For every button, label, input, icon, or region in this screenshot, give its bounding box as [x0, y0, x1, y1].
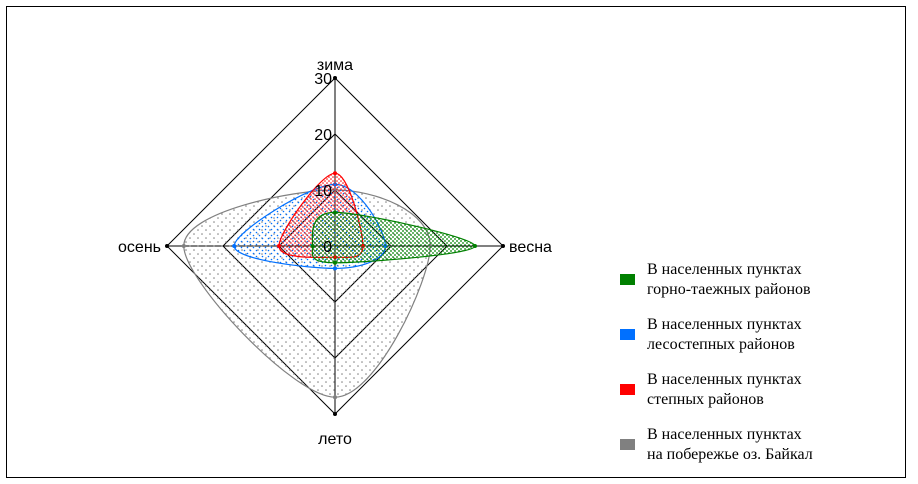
series-point	[333, 260, 337, 265]
series-point	[277, 244, 281, 248]
legend-label: В населенных пунктах лесостепных районов	[647, 315, 802, 355]
legend-item: В населенных пунктах на побережье оз. Бай…	[620, 417, 910, 472]
legend-label: В населенных пунктах степных районов	[647, 370, 802, 410]
axis-end-marker	[333, 76, 337, 80]
series-area-1	[311, 211, 476, 264]
legend-label-line: В населенных пунктах	[647, 315, 802, 333]
series-point	[232, 244, 237, 248]
tick-label: 30	[314, 71, 332, 88]
legend-label: В населенных пунктах на побережье оз. Бай…	[647, 425, 813, 465]
legend-swatch	[620, 274, 635, 285]
axis-label: зима	[317, 57, 353, 74]
series-layer	[181, 171, 477, 400]
series-point	[333, 395, 337, 400]
series-point	[333, 171, 337, 176]
legend-label: В населенных пунктах горно-таежных районо…	[647, 260, 811, 300]
legend-label-line: лесостепных районов	[647, 335, 795, 353]
tick-label: 20	[314, 127, 332, 144]
legend-swatch	[620, 384, 635, 395]
legend-item: В населенных пунктах лесостепных районов	[620, 307, 910, 362]
legend: В населенных пунктах горно-таежных районо…	[620, 252, 910, 472]
series-point	[333, 266, 337, 271]
legend-label-line: В населенных пунктах	[647, 260, 802, 278]
legend-swatch	[620, 329, 635, 340]
axis-end-marker	[333, 412, 337, 416]
legend-label-line: В населенных пунктах	[647, 370, 802, 388]
series-point	[181, 244, 186, 248]
tick-label: 0	[323, 239, 332, 256]
series-point	[473, 244, 477, 248]
legend-item: В населенных пунктах горно-таежных районо…	[620, 252, 910, 307]
axis-end-marker	[501, 244, 505, 248]
series-point	[310, 244, 315, 248]
legend-label-line: степных районов	[647, 390, 764, 408]
axis-labels: зима весна лето осень	[118, 57, 552, 448]
tick-label: 10	[314, 183, 332, 200]
axis-label: лето	[318, 431, 352, 448]
legend-label-line: В населенных пунктах	[647, 425, 802, 443]
legend-swatch	[620, 439, 635, 450]
legend-label-line: на побережье оз. Байкал	[647, 445, 813, 463]
axis-label: весна	[509, 239, 552, 256]
legend-item: В населенных пунктах степных районов	[620, 362, 910, 417]
tick-labels: 0 10 20 30	[314, 71, 332, 256]
series-point	[333, 210, 337, 215]
axis-label: осень	[118, 239, 161, 256]
axis-end-marker	[165, 244, 169, 248]
legend-label-line: горно-таежных районов	[647, 280, 811, 298]
